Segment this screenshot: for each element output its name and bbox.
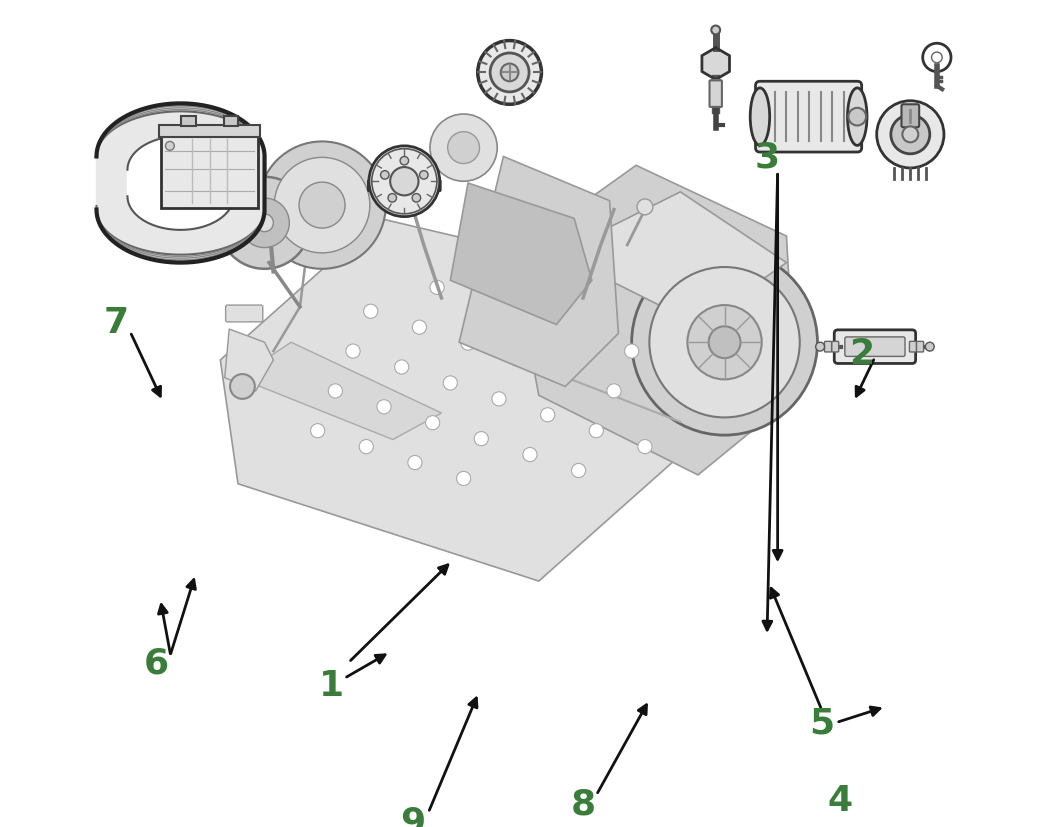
Text: 3: 3 xyxy=(754,141,779,174)
Circle shape xyxy=(474,432,488,447)
Polygon shape xyxy=(220,219,698,581)
Circle shape xyxy=(625,345,639,359)
Polygon shape xyxy=(96,108,265,259)
Circle shape xyxy=(558,369,573,383)
Circle shape xyxy=(390,168,418,196)
Circle shape xyxy=(540,409,555,423)
Polygon shape xyxy=(225,330,273,391)
Circle shape xyxy=(877,102,944,169)
Bar xyxy=(161,131,258,208)
Circle shape xyxy=(708,327,740,359)
Circle shape xyxy=(328,385,342,399)
Circle shape xyxy=(408,456,423,470)
Text: 8: 8 xyxy=(571,787,595,821)
Circle shape xyxy=(258,142,385,270)
Circle shape xyxy=(310,424,325,438)
Circle shape xyxy=(712,26,720,36)
Circle shape xyxy=(255,215,273,232)
Circle shape xyxy=(527,313,541,327)
Circle shape xyxy=(815,343,825,351)
FancyBboxPatch shape xyxy=(710,81,722,108)
Circle shape xyxy=(274,158,370,254)
Text: 4: 4 xyxy=(827,782,852,816)
Circle shape xyxy=(478,41,541,105)
Circle shape xyxy=(491,392,506,406)
Circle shape xyxy=(363,305,378,319)
Circle shape xyxy=(448,132,480,165)
Circle shape xyxy=(412,321,427,335)
Circle shape xyxy=(400,157,409,165)
Circle shape xyxy=(509,352,524,366)
Circle shape xyxy=(607,385,621,399)
Polygon shape xyxy=(450,184,592,325)
Polygon shape xyxy=(702,49,730,80)
Circle shape xyxy=(412,194,420,203)
Circle shape xyxy=(523,448,537,462)
Polygon shape xyxy=(460,157,618,387)
Circle shape xyxy=(230,375,255,399)
Circle shape xyxy=(479,297,492,311)
Circle shape xyxy=(395,361,409,375)
Circle shape xyxy=(461,337,475,351)
Text: 7: 7 xyxy=(104,305,128,339)
Circle shape xyxy=(346,345,360,359)
Circle shape xyxy=(576,328,590,343)
Circle shape xyxy=(388,194,396,203)
Polygon shape xyxy=(238,343,442,440)
Text: 2: 2 xyxy=(849,337,875,370)
FancyBboxPatch shape xyxy=(831,342,839,352)
Circle shape xyxy=(456,472,470,486)
Circle shape xyxy=(638,440,652,454)
Circle shape xyxy=(636,199,653,216)
Circle shape xyxy=(419,171,428,180)
Circle shape xyxy=(359,440,374,454)
Polygon shape xyxy=(556,193,787,325)
Bar xyxy=(223,117,238,127)
Bar xyxy=(159,126,261,138)
FancyBboxPatch shape xyxy=(825,342,831,352)
Text: 9: 9 xyxy=(400,805,426,827)
Circle shape xyxy=(848,108,866,127)
FancyBboxPatch shape xyxy=(226,306,263,323)
Circle shape xyxy=(631,250,818,436)
Circle shape xyxy=(299,183,345,229)
FancyBboxPatch shape xyxy=(845,337,905,357)
FancyBboxPatch shape xyxy=(834,331,916,364)
FancyBboxPatch shape xyxy=(916,342,923,352)
Circle shape xyxy=(444,376,457,390)
Circle shape xyxy=(926,343,934,351)
FancyBboxPatch shape xyxy=(369,181,441,192)
FancyBboxPatch shape xyxy=(901,105,919,128)
Text: 5: 5 xyxy=(809,705,834,739)
Circle shape xyxy=(377,400,391,414)
Circle shape xyxy=(426,416,439,430)
Polygon shape xyxy=(513,166,795,476)
Circle shape xyxy=(891,116,930,155)
Circle shape xyxy=(369,146,439,218)
Text: 6: 6 xyxy=(144,646,169,680)
Circle shape xyxy=(572,464,586,478)
Ellipse shape xyxy=(750,88,770,146)
Circle shape xyxy=(430,115,498,182)
Text: 1: 1 xyxy=(319,667,344,702)
FancyBboxPatch shape xyxy=(910,342,916,352)
Circle shape xyxy=(380,171,389,180)
Polygon shape xyxy=(127,137,234,231)
Circle shape xyxy=(430,281,444,295)
Circle shape xyxy=(165,142,175,151)
Circle shape xyxy=(490,54,530,93)
FancyBboxPatch shape xyxy=(755,82,862,153)
Circle shape xyxy=(932,53,943,64)
Circle shape xyxy=(649,268,800,418)
Circle shape xyxy=(239,198,289,248)
Bar xyxy=(181,117,196,127)
Ellipse shape xyxy=(847,88,867,146)
Circle shape xyxy=(902,127,918,143)
Circle shape xyxy=(687,306,761,380)
Circle shape xyxy=(589,424,604,438)
Circle shape xyxy=(218,178,310,270)
Circle shape xyxy=(501,65,519,82)
